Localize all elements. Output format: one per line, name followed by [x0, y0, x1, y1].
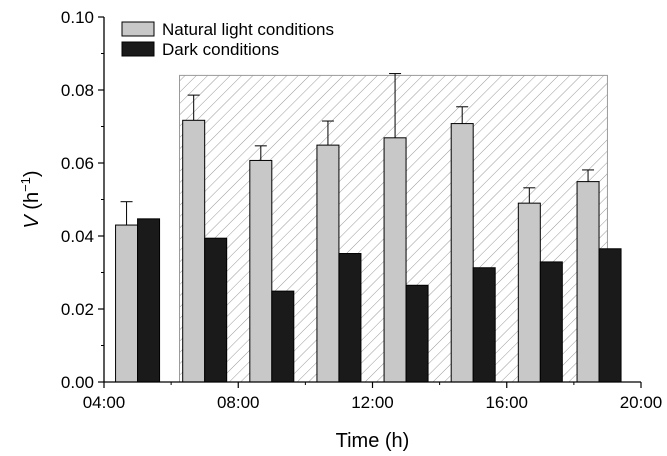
y-tick-label: 0.04 — [61, 227, 94, 246]
bar-natural-light — [249, 159, 273, 383]
y-axis-title-variable: V — [21, 214, 43, 229]
y-tick-label: 0.00 — [61, 373, 94, 392]
bar-dark — [137, 218, 161, 383]
y-tick-label: 0.10 — [61, 8, 94, 27]
bar-dark — [539, 261, 563, 383]
bar-dark — [271, 290, 295, 383]
legend-label-dark: Dark conditions — [162, 40, 279, 59]
y-tick-label: 0.08 — [61, 81, 94, 100]
legend-swatch-dark — [121, 41, 155, 57]
ticks-layer: 0.00 0.02 0.04 0.06 0.08 0.10 04:00 08:00 12:00 1… — [61, 8, 662, 412]
y-axis-title: V (h−1) — [18, 170, 43, 228]
bar-natural-light — [517, 202, 541, 383]
y-tick-label: 0.06 — [61, 154, 94, 173]
y-tick-label: 0.02 — [61, 300, 94, 319]
x-tick-label: 08:00 — [217, 393, 260, 412]
x-tick-label: 12:00 — [351, 393, 394, 412]
y-axis-title-unit-exponent: −1 — [18, 177, 33, 192]
bar-dark — [204, 237, 228, 383]
legend: Natural light conditions Dark conditions — [121, 20, 334, 59]
bar-natural-light — [450, 123, 474, 383]
y-axis-title-unit-close: ) — [21, 170, 43, 177]
bar-dark — [338, 253, 362, 383]
bar-dark — [598, 248, 622, 383]
bars-layer — [115, 73, 622, 383]
bar-natural-light — [383, 137, 407, 383]
bar-dark — [405, 284, 429, 383]
legend-swatch-natural-light — [121, 21, 155, 37]
bar-natural-light — [115, 224, 139, 383]
x-tick-label: 20:00 — [620, 393, 663, 412]
bar-natural-light — [576, 181, 600, 383]
x-axis-title: Time (h) — [336, 430, 410, 452]
legend-label-natural-light: Natural light conditions — [162, 20, 334, 39]
bar-dark — [472, 267, 496, 383]
x-tick-label: 04:00 — [83, 393, 126, 412]
x-tick-label: 16:00 — [485, 393, 528, 412]
bar-natural-light — [316, 144, 340, 383]
bar-natural-light — [182, 119, 206, 383]
y-axis-title-unit: (h — [21, 192, 43, 215]
